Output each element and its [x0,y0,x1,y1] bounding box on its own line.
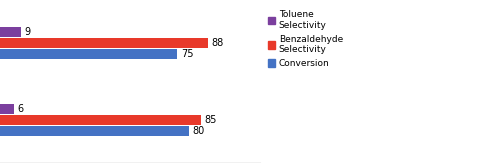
Bar [0,126,189,136]
Bar [0,38,208,48]
Text: 6: 6 [18,104,24,114]
Legend: Toluene
Selectivity, Benzaldehyde
Selectivity, Conversion: Toluene Selectivity, Benzaldehyde Select… [267,9,344,69]
Text: 88: 88 [212,38,224,48]
Bar [0,49,178,59]
Bar [0,104,14,114]
Bar [0,27,22,37]
Text: 9: 9 [25,27,31,37]
Text: 85: 85 [204,115,217,125]
Text: 80: 80 [192,126,205,136]
Bar [0,115,201,125]
Text: 75: 75 [181,49,194,59]
